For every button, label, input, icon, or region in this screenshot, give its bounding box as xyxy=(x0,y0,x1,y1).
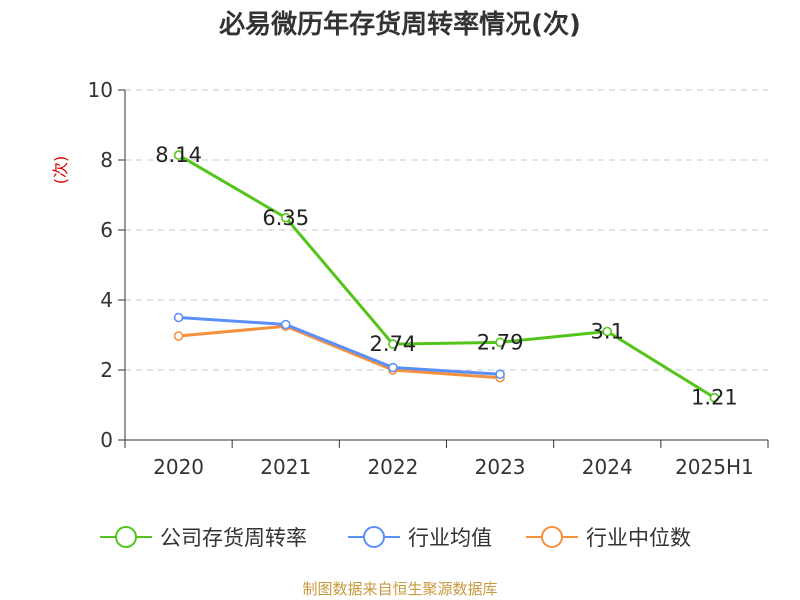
data-point xyxy=(709,392,720,403)
data-point xyxy=(280,319,291,330)
legend-label: 行业均值 xyxy=(408,526,492,550)
y-axis-label: (次) xyxy=(51,156,70,185)
grid-lines xyxy=(125,89,768,371)
x-tick-label: 2024 xyxy=(582,455,633,479)
data-point xyxy=(388,362,398,373)
data-point xyxy=(495,369,505,380)
data-point xyxy=(173,312,184,323)
data-labels: 8.14 6.35 2.74 2.79 3.1 1.21 xyxy=(155,143,738,410)
data-point xyxy=(173,331,184,341)
legend-item[interactable]: 公司存货周转率 xyxy=(100,526,307,550)
legend-item[interactable]: 行业均值 xyxy=(348,526,492,550)
y-tick-label: 0 xyxy=(100,428,113,452)
data-point xyxy=(173,150,184,160)
y-tick-label: 6 xyxy=(100,218,113,242)
series-line xyxy=(178,324,501,380)
data-point xyxy=(602,326,613,337)
legend-label: 公司存货周转率 xyxy=(160,526,307,550)
y-tick-label: 2 xyxy=(100,358,113,382)
x-tick-label: 2021 xyxy=(260,455,311,479)
y-tick-label: 10 xyxy=(88,78,113,102)
axes: 0 2 4 6 8 10 2020 2021 2022 2023 2024 2025H1 (次) xyxy=(51,78,769,479)
data-label: 3.1 xyxy=(591,320,624,344)
legend-item[interactable]: 行业中位数 xyxy=(526,526,691,550)
x-tick-label: 2020 xyxy=(153,455,204,479)
series-lines xyxy=(173,150,720,403)
series-line xyxy=(178,316,501,376)
data-point xyxy=(280,212,291,223)
x-tick-label: 2025H1 xyxy=(675,455,754,479)
chart-title: 必易微历年存货周转率情况(次) xyxy=(219,10,581,40)
legend[interactable]: 公司存货周转率 行业均值 行业中位数 xyxy=(100,526,691,550)
data-label: 1.21 xyxy=(691,386,738,410)
data-point xyxy=(495,337,505,348)
data-label: 2.74 xyxy=(370,332,417,356)
legend-marker xyxy=(115,526,137,548)
legend-label: 行业中位数 xyxy=(586,526,691,550)
data-label: 8.14 xyxy=(155,143,202,167)
y-tick-label: 8 xyxy=(100,148,113,172)
series-line xyxy=(177,153,716,399)
data-label: 6.35 xyxy=(262,206,309,230)
legend-marker xyxy=(363,526,385,548)
y-tick-label: 4 xyxy=(100,288,113,312)
source-note: 制图数据来自恒生聚源数据库 xyxy=(302,580,498,598)
legend-marker xyxy=(541,526,563,548)
x-tick-label: 2022 xyxy=(367,455,418,479)
x-tick-label: 2023 xyxy=(475,455,526,479)
data-point xyxy=(388,339,398,349)
data-label: 2.79 xyxy=(477,330,524,354)
